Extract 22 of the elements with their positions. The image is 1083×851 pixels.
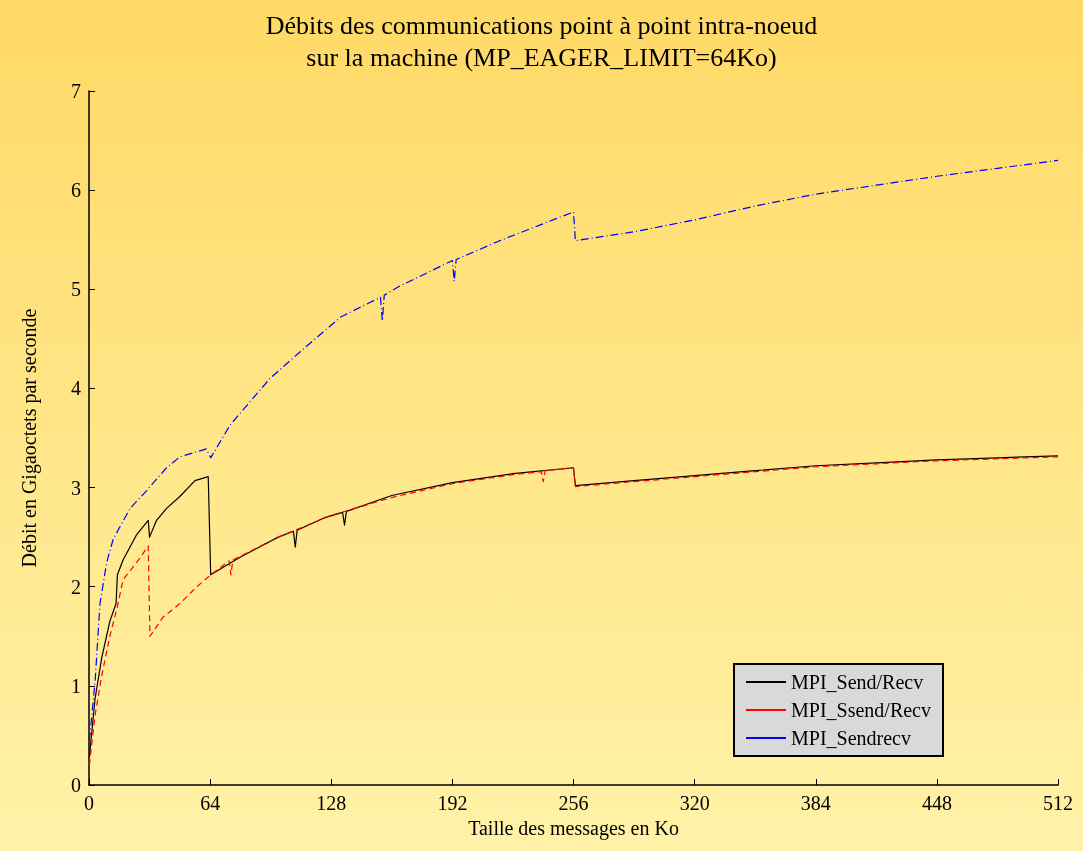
legend-label: MPI_Sendrecv xyxy=(791,727,911,749)
x-tick-label: 128 xyxy=(316,792,347,814)
y-tick-label: 6 xyxy=(71,179,81,202)
legend-label: MPI_Send/Recv xyxy=(791,671,924,693)
y-tick-label: 1 xyxy=(71,674,81,697)
x-axis-title: Taille des messages en Ko xyxy=(468,816,679,840)
y-tick-label: 2 xyxy=(71,575,81,598)
x-tick-label: 256 xyxy=(558,792,589,814)
legend-label: MPI_Ssend/Recv xyxy=(791,699,931,721)
y-tick-label: 5 xyxy=(71,278,81,301)
x-tick-label: 192 xyxy=(437,792,468,814)
x-tick-label: 64 xyxy=(200,792,221,814)
y-tick-label: 3 xyxy=(71,476,81,499)
x-tick-label: 512 xyxy=(1043,792,1073,814)
chart-title: Débits des communications point à point intra-noeud sur la machine (MP_EAGER_LIMIT=64Ko) xyxy=(265,10,818,72)
y-tick-label: 7 xyxy=(71,80,81,102)
x-tick-label: 448 xyxy=(921,792,952,814)
x-tick-label: 320 xyxy=(679,792,710,814)
y-tick-label: 0 xyxy=(71,774,81,796)
y-axis-title: Débit en Gigaoctets par seconde xyxy=(18,308,41,568)
y-tick-label: 4 xyxy=(71,377,81,400)
x-tick-label: 384 xyxy=(800,792,831,814)
